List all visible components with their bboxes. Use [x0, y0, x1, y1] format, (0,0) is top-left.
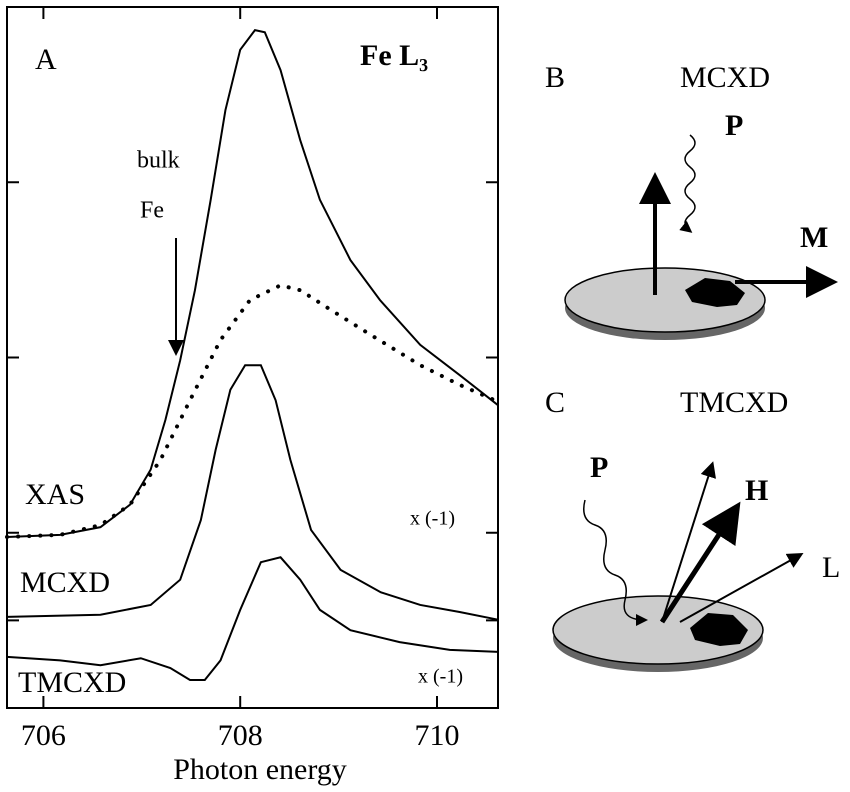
x-tick-label: 710	[414, 719, 459, 752]
sample	[685, 278, 745, 307]
edge-label: Fe L₃	[360, 39, 428, 72]
annotation: x (-1)	[410, 508, 455, 530]
x-tick-label: 706	[21, 719, 66, 752]
annotation: Fe	[140, 198, 164, 224]
series-label: TMCXD	[18, 666, 126, 699]
series-label: XAS	[25, 478, 85, 511]
annotation: bulk	[137, 148, 180, 174]
series-line	[6, 556, 499, 681]
arrow	[659, 501, 741, 624]
wave	[583, 499, 648, 626]
panel-title: MCXD	[680, 61, 770, 94]
arrow	[661, 461, 716, 623]
vector-label: M	[800, 221, 828, 254]
disk	[552, 595, 764, 665]
series-line	[6, 29, 499, 538]
x-tick-label: 708	[218, 719, 263, 752]
sample	[690, 613, 748, 646]
series-label: MCXD	[20, 566, 110, 599]
wave	[679, 134, 696, 233]
vector-label: L	[822, 551, 840, 584]
panel-label: C	[545, 386, 565, 419]
panel-label: A	[35, 43, 57, 76]
series-line	[5, 283, 500, 539]
panel-title: TMCXD	[680, 386, 788, 419]
series-line	[6, 364, 499, 621]
vector-label: H	[745, 474, 768, 507]
panel-label: B	[545, 61, 565, 94]
vector-label: P	[590, 451, 608, 484]
vector-label: P	[725, 109, 743, 142]
x-axis-label: Photon energy	[173, 753, 347, 786]
plot-frame	[6, 6, 499, 709]
arrow	[679, 553, 804, 623]
annotation: x (-1)	[418, 666, 463, 688]
